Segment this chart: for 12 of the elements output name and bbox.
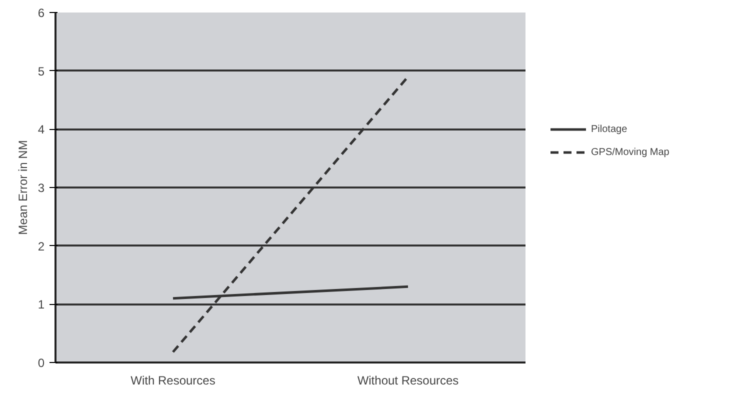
y-tick-label: 3 bbox=[38, 181, 45, 195]
y-tick-label: 2 bbox=[38, 239, 45, 254]
y-tick-label: 5 bbox=[38, 64, 45, 78]
y-tick-label: 0 bbox=[38, 356, 45, 370]
x-tick-label: Without Resources bbox=[357, 374, 459, 388]
y-axis-title: Mean Error in NM bbox=[16, 140, 30, 235]
y-tick-label: 1 bbox=[38, 298, 45, 312]
legend-label: GPS/Moving Map bbox=[591, 146, 670, 158]
x-tick-label: With Resources bbox=[130, 374, 216, 388]
legend-label: Pilotage bbox=[591, 124, 628, 134]
y-tick-label: 6 bbox=[38, 6, 45, 20]
y-tick-label: 4 bbox=[38, 122, 45, 137]
